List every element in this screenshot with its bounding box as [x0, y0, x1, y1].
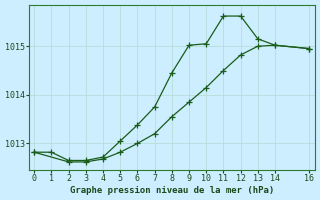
X-axis label: Graphe pression niveau de la mer (hPa): Graphe pression niveau de la mer (hPa) — [70, 186, 274, 195]
